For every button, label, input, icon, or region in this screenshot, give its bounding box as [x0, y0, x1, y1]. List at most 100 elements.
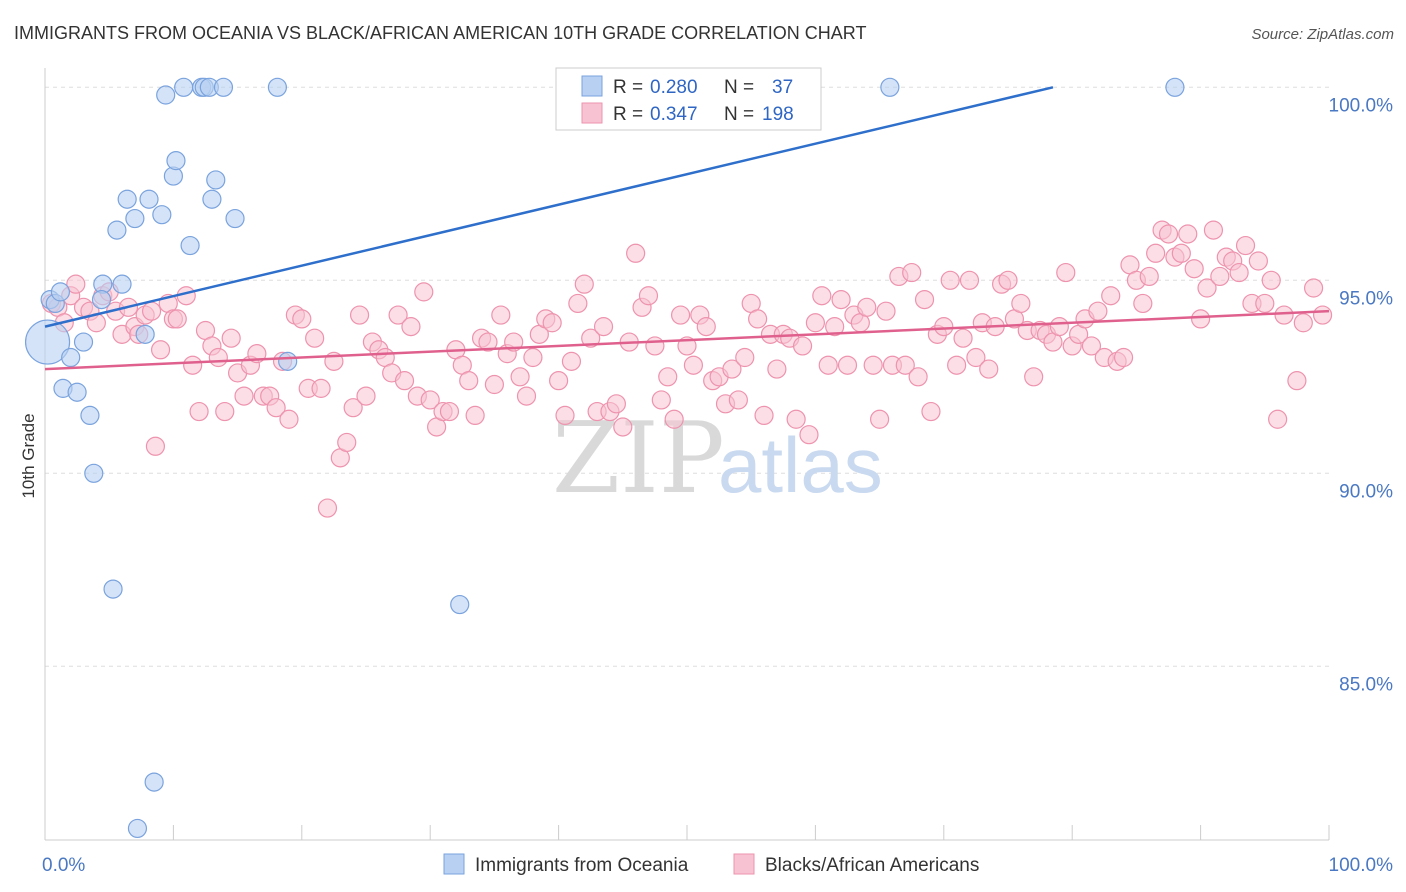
point-blacks-african-americans: [555, 405, 575, 425]
point-immigrants-from-oceania: [1165, 77, 1185, 97]
point-blacks-african-americans: [574, 274, 594, 294]
point-blacks-african-americans: [523, 347, 543, 368]
point-blacks-african-americans: [548, 371, 569, 391]
point-immigrants-from-oceania: [112, 274, 132, 294]
point-blacks-african-americans: [1312, 305, 1333, 325]
bottom-legend-label-oceania: Immigrants from Oceania: [475, 855, 689, 876]
point-blacks-african-americans: [921, 401, 941, 422]
point-immigrants-from-oceania: [144, 772, 164, 792]
point-blacks-african-americans: [959, 270, 980, 290]
point-immigrants-from-oceania: [156, 85, 176, 105]
point-immigrants-from-oceania: [61, 347, 81, 368]
point-blacks-african-americans: [722, 359, 742, 379]
point-immigrants-from-oceania: [125, 208, 145, 229]
point-blacks-african-americans: [1268, 409, 1288, 429]
point-blacks-african-americans: [818, 355, 838, 375]
point-blacks-african-americans: [1197, 278, 1217, 298]
stats-legend-n-label-oceania: N =: [724, 77, 754, 98]
stats-legend-r-value-blacks: 0.347: [650, 104, 698, 125]
point-blacks-african-americans: [1255, 293, 1275, 314]
point-blacks-african-americans: [141, 301, 162, 321]
point-blacks-african-americans: [317, 498, 338, 518]
point-blacks-african-americans: [167, 309, 187, 329]
point-blacks-african-americans: [1133, 293, 1153, 314]
point-blacks-african-americans: [343, 398, 363, 418]
point-blacks-african-americans: [420, 390, 440, 410]
point-blacks-african-americans: [683, 355, 704, 375]
point-immigrants-from-oceania: [67, 382, 87, 402]
point-blacks-african-americans: [947, 355, 967, 375]
point-blacks-african-americans: [748, 309, 768, 329]
point-immigrants-from-oceania: [202, 189, 222, 209]
y-tick-label: 100.0%: [1329, 95, 1394, 116]
point-blacks-african-americans: [664, 409, 684, 429]
point-immigrants-from-oceania: [73, 332, 94, 352]
bottom-legend-label-blacks: Blacks/African Americans: [765, 855, 979, 876]
point-immigrants-from-oceania: [139, 189, 159, 209]
point-blacks-african-americans: [1235, 235, 1256, 256]
x-axis: 0.0% 100.0%: [42, 68, 1393, 876]
point-blacks-african-americans: [696, 317, 716, 337]
point-blacks-african-americans: [645, 336, 665, 356]
watermark-zip: ZIP: [552, 402, 725, 516]
point-blacks-african-americans: [914, 290, 935, 310]
point-blacks-african-americans: [908, 367, 928, 387]
point-blacks-african-americans: [1190, 309, 1211, 329]
point-blacks-african-americans: [1203, 220, 1224, 240]
point-blacks-african-americans: [266, 398, 286, 418]
point-blacks-african-americans: [626, 243, 646, 263]
point-immigrants-from-oceania: [117, 189, 137, 209]
point-blacks-african-americans: [189, 401, 209, 422]
point-immigrants-from-oceania: [880, 77, 900, 97]
point-blacks-african-americans: [1248, 251, 1268, 271]
point-blacks-african-americans: [1049, 317, 1069, 337]
point-blacks-african-americans: [651, 390, 671, 410]
point-blacks-african-americans: [1287, 371, 1307, 391]
point-blacks-african-americans: [221, 328, 241, 348]
point-blacks-african-americans: [1113, 347, 1134, 368]
point-immigrants-from-oceania: [103, 579, 123, 599]
point-blacks-african-americans: [953, 328, 973, 348]
series-immigrants-from-oceania: [24, 77, 1185, 839]
point-blacks-african-americans: [1088, 301, 1108, 321]
point-immigrants-from-oceania: [80, 405, 100, 425]
point-blacks-african-americans: [876, 301, 896, 321]
point-blacks-african-americans: [414, 282, 434, 302]
point-blacks-african-americans: [510, 367, 530, 387]
point-blacks-african-americans: [1303, 278, 1324, 298]
point-blacks-african-americans: [491, 305, 511, 325]
point-immigrants-from-oceania: [206, 170, 226, 190]
point-blacks-african-americans: [940, 270, 960, 290]
point-blacks-african-americans: [66, 274, 86, 294]
stats-legend-r-label-blacks: R =: [613, 104, 643, 125]
point-blacks-african-americans: [215, 401, 235, 422]
point-blacks-african-americans: [305, 328, 325, 348]
point-immigrants-from-oceania: [166, 151, 186, 171]
point-blacks-african-americans: [728, 390, 748, 410]
point-blacks-african-americans: [1056, 262, 1076, 283]
point-blacks-african-americans: [857, 297, 877, 317]
point-blacks-african-americans: [349, 305, 370, 325]
point-blacks-african-americans: [279, 409, 299, 429]
point-blacks-african-americans: [593, 317, 614, 337]
x-tick-label-max: 100.0%: [1329, 855, 1394, 876]
point-blacks-african-americans: [1024, 367, 1044, 387]
point-blacks-african-americans: [966, 347, 986, 368]
point-blacks-african-americans: [478, 332, 498, 352]
stats-legend-n-value-oceania: 37: [772, 77, 793, 98]
point-blacks-african-americans: [613, 417, 633, 437]
point-blacks-african-americans: [1081, 336, 1102, 356]
stats-legend-r-value-oceania: 0.280: [650, 77, 698, 98]
point-blacks-african-americans: [979, 359, 999, 379]
point-blacks-african-americans: [568, 293, 588, 314]
point-blacks-african-americans: [869, 409, 890, 429]
x-tick-label-min: 0.0%: [42, 855, 85, 876]
point-blacks-african-americans: [754, 405, 774, 425]
point-blacks-african-americans: [606, 394, 626, 414]
point-blacks-african-americans: [658, 367, 678, 387]
point-blacks-african-americans: [311, 378, 331, 398]
bottom-legend-swatch-blacks: [733, 853, 755, 875]
y-tick-label: 90.0%: [1339, 481, 1393, 502]
point-blacks-african-americans: [895, 355, 915, 375]
